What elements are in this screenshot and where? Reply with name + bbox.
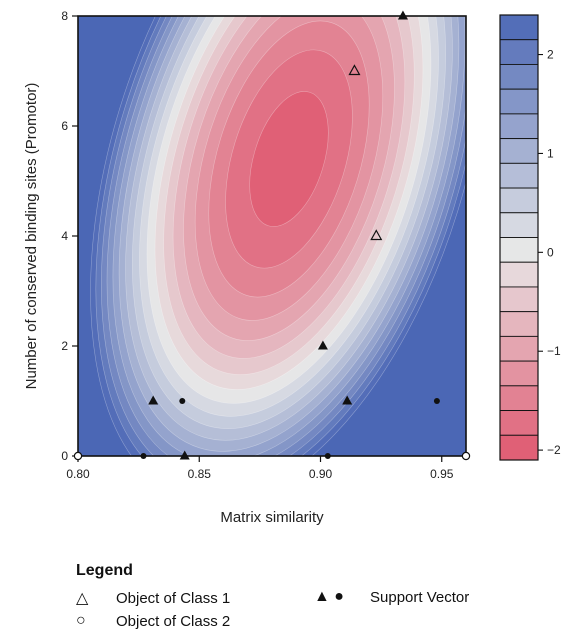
legend-label-support: Support Vector — [370, 589, 469, 606]
contour-background — [16, 0, 562, 549]
chart: 0.80 0.85 0.90 0.95 0 2 4 6 8 Matrix similarity… — [0, 0, 572, 560]
point-support-vector-circle — [179, 398, 185, 404]
legend-label-class1: Object of Class 1 — [116, 590, 230, 607]
filled-triangle-circle-icon: ▲ ● — [314, 588, 370, 606]
y-axis: 0 2 4 6 8 — [61, 9, 78, 463]
colorbar-tick-label: 1 — [547, 146, 554, 160]
y-tick-label: 8 — [61, 9, 68, 23]
colorbar-band — [500, 15, 538, 40]
y-tick-label: 6 — [61, 119, 68, 133]
legend-item-support-vector: ▲ ● Support Vector — [314, 588, 469, 606]
colorbar-band — [500, 213, 538, 238]
colorbar-tick-label: 0 — [547, 245, 554, 259]
colorbar-band — [500, 287, 538, 312]
y-axis-label: Number of conserved binding sites (Promo… — [23, 83, 40, 390]
colorbar: 2 1 0 −1 −2 — [500, 15, 561, 460]
colorbar-band — [500, 89, 538, 114]
y-tick-label: 4 — [61, 229, 68, 243]
x-tick-label: 0.95 — [430, 467, 454, 481]
x-tick-label: 0.85 — [188, 467, 212, 481]
colorbar-band — [500, 114, 538, 139]
colorbar-tick-label: −2 — [547, 443, 561, 457]
open-triangle-icon: △ — [76, 588, 116, 608]
point-support-vector-triangle — [398, 11, 408, 20]
colorbar-band — [500, 139, 538, 164]
legend: Legend △ Object of Class 1 ○ Object of C… — [70, 562, 530, 638]
colorbar-tick-label: 2 — [547, 48, 554, 62]
point-support-vector-circle — [325, 453, 331, 459]
point-support-vector-circle — [434, 398, 440, 404]
colorbar-band — [500, 238, 538, 263]
legend-item-class1: △ Object of Class 1 — [76, 588, 230, 608]
colorbar-band — [500, 163, 538, 188]
x-tick-label: 0.90 — [309, 467, 333, 481]
legend-label-class2: Object of Class 2 — [116, 613, 230, 630]
y-tick-label: 0 — [61, 449, 68, 463]
colorbar-tick-label: −1 — [547, 344, 561, 358]
point-support-vector-circle — [140, 453, 146, 459]
open-circle-icon: ○ — [76, 612, 116, 630]
colorbar-band — [500, 262, 538, 287]
colorbar-band — [500, 411, 538, 436]
x-axis: 0.80 0.85 0.90 0.95 — [66, 456, 453, 481]
legend-item-class2: ○ Object of Class 2 — [76, 612, 230, 630]
colorbar-band — [500, 312, 538, 337]
colorbar-band — [500, 40, 538, 65]
colorbar-band — [500, 361, 538, 386]
legend-title: Legend — [76, 562, 133, 580]
colorbar-band — [500, 336, 538, 361]
x-axis-label: Matrix similarity — [220, 509, 324, 526]
x-tick-label: 0.80 — [66, 467, 90, 481]
colorbar-band — [500, 435, 538, 460]
colorbar-band — [500, 64, 538, 89]
colorbar-band — [500, 386, 538, 411]
contour-bands — [16, 0, 562, 549]
colorbar-band — [500, 188, 538, 213]
y-tick-label: 2 — [61, 339, 68, 353]
point-class2 — [74, 452, 81, 459]
point-class2 — [462, 452, 469, 459]
